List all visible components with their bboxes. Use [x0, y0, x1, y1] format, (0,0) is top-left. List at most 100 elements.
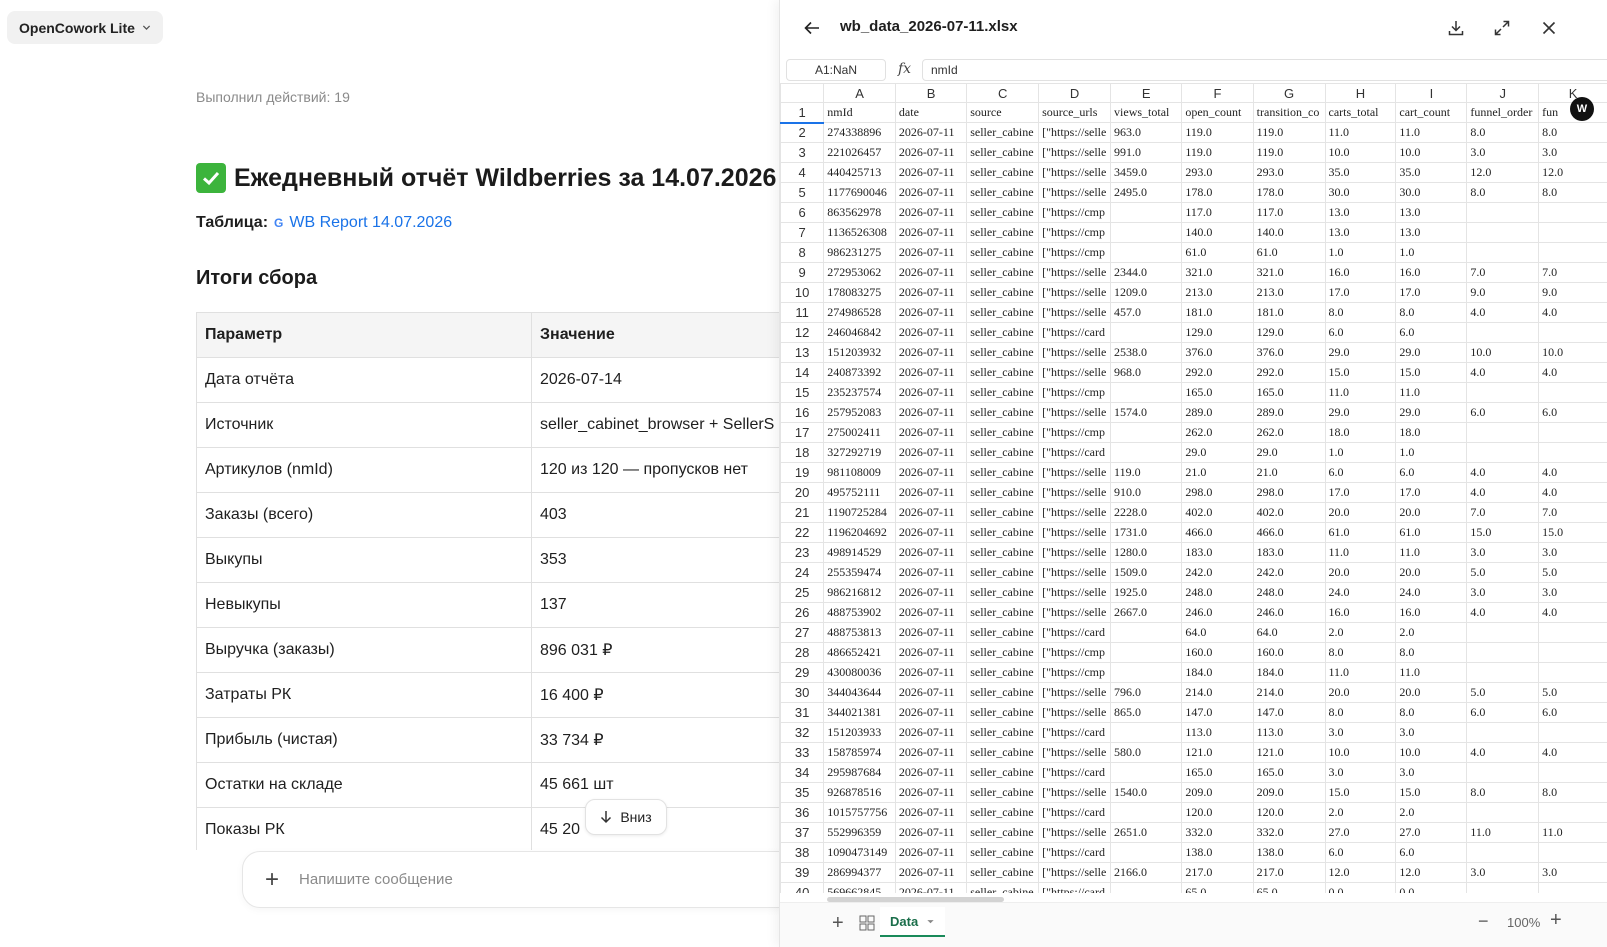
formula-input[interactable]: nmId [922, 59, 1607, 81]
sheet-cell[interactable]: 457.0 [1110, 302, 1183, 323]
sheet-cell[interactable] [1466, 222, 1540, 243]
sheet-cell[interactable]: 8.0 [1538, 782, 1607, 803]
sheet-cell[interactable]: 151203933 [823, 722, 896, 743]
sheet-cell[interactable]: 2026-07-11 [894, 222, 968, 243]
sheet-cell[interactable]: ["https://card [1038, 622, 1112, 643]
row-header[interactable]: 12 [780, 322, 825, 343]
sheet-cell[interactable]: 65.0 [1252, 882, 1326, 893]
sheet-cell[interactable]: 8.0 [1324, 702, 1397, 723]
sheet-cell[interactable]: 3.0 [1466, 142, 1540, 163]
column-header[interactable]: D [1038, 83, 1112, 103]
sheet-cell[interactable]: ["https://selle [1038, 582, 1112, 603]
sheet-cell[interactable]: 235237574 [823, 382, 896, 403]
sheet-cell[interactable]: 8.0 [1466, 122, 1540, 143]
sheet-cell[interactable]: 8.0 [1395, 302, 1468, 323]
sheet-cell[interactable]: 248.0 [1252, 582, 1326, 603]
sheet-cell[interactable]: 4.0 [1466, 602, 1540, 623]
row-header[interactable]: 24 [780, 562, 825, 583]
sheet-cell[interactable]: 140.0 [1252, 222, 1326, 243]
sheet-cell[interactable]: ["https://selle [1038, 822, 1112, 843]
sheet-cell[interactable]: 255359474 [823, 562, 896, 583]
sheet-cell[interactable]: seller_cabine [966, 542, 1040, 563]
sheet-cell[interactable]: 18.0 [1324, 422, 1397, 443]
sheet-cell[interactable]: 986216812 [823, 582, 896, 603]
sheet-cell[interactable]: 165.0 [1252, 762, 1326, 783]
sheet-cell[interactable]: seller_cabine [966, 662, 1040, 683]
sheet-cell[interactable]: 30.0 [1395, 182, 1468, 203]
download-icon[interactable] [1446, 18, 1466, 38]
sheet-cell[interactable]: 910.0 [1110, 482, 1183, 503]
sheet-cell[interactable]: 119.0 [1252, 122, 1326, 143]
sheet-cell[interactable]: 21.0 [1181, 462, 1254, 483]
sheet-cell[interactable]: 569662845 [823, 882, 896, 893]
row-header[interactable]: 29 [780, 662, 825, 683]
sheet-cell[interactable] [1538, 622, 1607, 643]
sheet-cell[interactable]: 2026-07-11 [894, 522, 968, 543]
row-header[interactable]: 4 [780, 162, 825, 183]
sheet-cell[interactable]: 17.0 [1395, 282, 1468, 303]
sheet-cell[interactable]: 242.0 [1181, 562, 1254, 583]
sheet-cell[interactable]: 16.0 [1395, 602, 1468, 623]
sheet-cell[interactable]: ["https://selle [1038, 282, 1112, 303]
sheet-cell[interactable]: 21.0 [1252, 462, 1326, 483]
sheet-cell[interactable]: 65.0 [1181, 882, 1254, 893]
sheet-cell[interactable] [1466, 382, 1540, 403]
sheet-cell[interactable]: 2026-07-11 [894, 282, 968, 303]
sheet-cell[interactable]: 8.0 [1395, 702, 1468, 723]
sheet-cell[interactable]: 64.0 [1181, 622, 1254, 643]
sheet-cell[interactable]: 10.0 [1466, 342, 1540, 363]
sheet-cell[interactable]: 262.0 [1252, 422, 1326, 443]
row-header[interactable]: 26 [780, 602, 825, 623]
sheet-cell[interactable]: 158785974 [823, 742, 896, 763]
sheet-cell[interactable]: 488753813 [823, 622, 896, 643]
sheet-cell[interactable]: 221026457 [823, 142, 896, 163]
column-header[interactable]: J [1466, 83, 1540, 103]
sheet-cell[interactable]: 3.0 [1538, 862, 1607, 883]
sheet-cell[interactable]: 3.0 [1466, 862, 1540, 883]
sheet-cell[interactable]: 1.0 [1395, 242, 1468, 263]
row-header[interactable]: 11 [780, 302, 825, 323]
row-header[interactable]: 5 [780, 182, 825, 203]
sheet-cell[interactable]: 246.0 [1252, 602, 1326, 623]
sheet-cell[interactable]: 181.0 [1181, 302, 1254, 323]
add-sheet-icon[interactable]: + [832, 912, 844, 934]
sheet-cell[interactable] [1538, 222, 1607, 243]
sheet-cell[interactable]: 2026-07-11 [894, 842, 968, 863]
sheet-cell[interactable] [1538, 202, 1607, 223]
row-header[interactable]: 22 [780, 522, 825, 543]
sheet-cell[interactable]: 292.0 [1181, 362, 1254, 383]
sheet-cell[interactable]: 113.0 [1181, 722, 1254, 743]
sheet-cell[interactable]: 2667.0 [1110, 602, 1183, 623]
sheet-cell[interactable]: seller_cabine [966, 182, 1040, 203]
row-header[interactable]: 18 [780, 442, 825, 463]
sheet-cell[interactable]: seller_cabine [966, 522, 1040, 543]
sheet-cell[interactable]: 4.0 [1466, 742, 1540, 763]
sheet-cell[interactable]: cart_count [1395, 102, 1468, 123]
column-header[interactable]: C [966, 83, 1040, 103]
sheet-cell[interactable]: ["https://card [1038, 842, 1112, 863]
sheet-cell[interactable]: 160.0 [1252, 642, 1326, 663]
sheet-cell[interactable]: 402.0 [1181, 502, 1254, 523]
sheet-cell[interactable]: funnel_order [1466, 102, 1540, 123]
sheet-cell[interactable]: 3459.0 [1110, 162, 1183, 183]
sheet-cell[interactable]: ["https://cmp [1038, 222, 1112, 243]
sheet-cell[interactable]: seller_cabine [966, 242, 1040, 263]
sheet-cell[interactable]: 5.0 [1466, 682, 1540, 703]
sheet-cell[interactable]: ["https://selle [1038, 702, 1112, 723]
sheet-cell[interactable]: 10.0 [1395, 742, 1468, 763]
sheet-cell[interactable]: 4.0 [1538, 602, 1607, 623]
sheet-cell[interactable]: seller_cabine [966, 342, 1040, 363]
column-header[interactable]: H [1324, 83, 1397, 103]
sheet-cell[interactable]: 5.0 [1538, 562, 1607, 583]
sheet-cell[interactable]: 16.0 [1324, 602, 1397, 623]
message-composer[interactable]: + Напишите сообщение [242, 851, 780, 908]
sheet-cell[interactable]: 11.0 [1324, 122, 1397, 143]
sheet-cell[interactable] [1538, 662, 1607, 683]
sheet-cell[interactable]: seller_cabine [966, 362, 1040, 383]
sheet-cell[interactable]: 11.0 [1395, 542, 1468, 563]
sheet-cell[interactable] [1538, 322, 1607, 343]
sheet-cell[interactable]: seller_cabine [966, 422, 1040, 443]
sheet-cell[interactable]: 10.0 [1538, 342, 1607, 363]
sheet-cell[interactable]: 113.0 [1252, 722, 1326, 743]
